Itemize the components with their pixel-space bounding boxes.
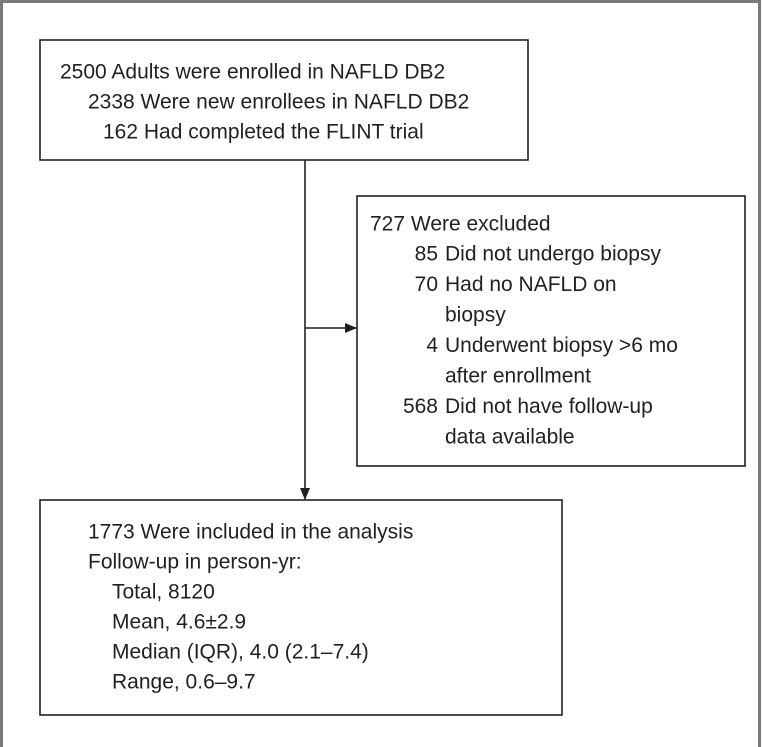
texts: 2500 Adults were enrolled in NAFLD DB2 23… <box>60 61 678 694</box>
excluded-box <box>356 195 746 467</box>
included-line: Mean, 4.6±2.9 <box>112 611 246 634</box>
included-line: Range, 0.6–9.7 <box>112 671 256 694</box>
excluded-reason: data available <box>445 426 575 449</box>
enrollment-line: 162 Had completed the FLINT trial <box>103 121 424 144</box>
excluded-reason: Had no NAFLD on <box>445 273 617 296</box>
excluded-title: 727 Were excluded <box>370 213 551 236</box>
included-box <box>39 499 563 716</box>
excluded-reason: after enrollment <box>445 365 591 388</box>
excluded-count: 70 <box>415 273 438 296</box>
included-line: Median (IQR), 4.0 (2.1–7.4) <box>112 641 369 664</box>
excluded-reason: biopsy <box>445 304 506 327</box>
enrollment-line: 2338 Were new enrollees in NAFLD DB2 <box>88 91 469 114</box>
included-line: Total, 8120 <box>112 581 215 604</box>
excluded-count: 4 <box>426 334 438 357</box>
enrollment-box <box>39 39 529 161</box>
excluded-reason: Did not undergo biopsy <box>445 243 661 266</box>
excluded-reason: Did not have follow-up <box>445 395 653 418</box>
excluded-reason: Underwent biopsy >6 mo <box>445 334 678 357</box>
enrollment-line: 2500 Adults were enrolled in NAFLD DB2 <box>60 61 445 84</box>
excluded-count: 568 <box>403 395 438 418</box>
included-line: 1773 Were included in the analysis <box>88 521 413 544</box>
excluded-count: 85 <box>415 243 438 266</box>
included-line: Follow-up in person-yr: <box>88 551 302 574</box>
